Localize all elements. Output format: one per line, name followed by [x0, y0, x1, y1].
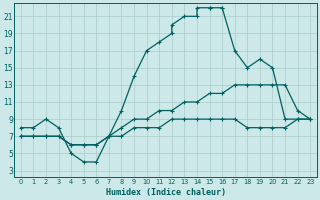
- X-axis label: Humidex (Indice chaleur): Humidex (Indice chaleur): [106, 188, 226, 197]
